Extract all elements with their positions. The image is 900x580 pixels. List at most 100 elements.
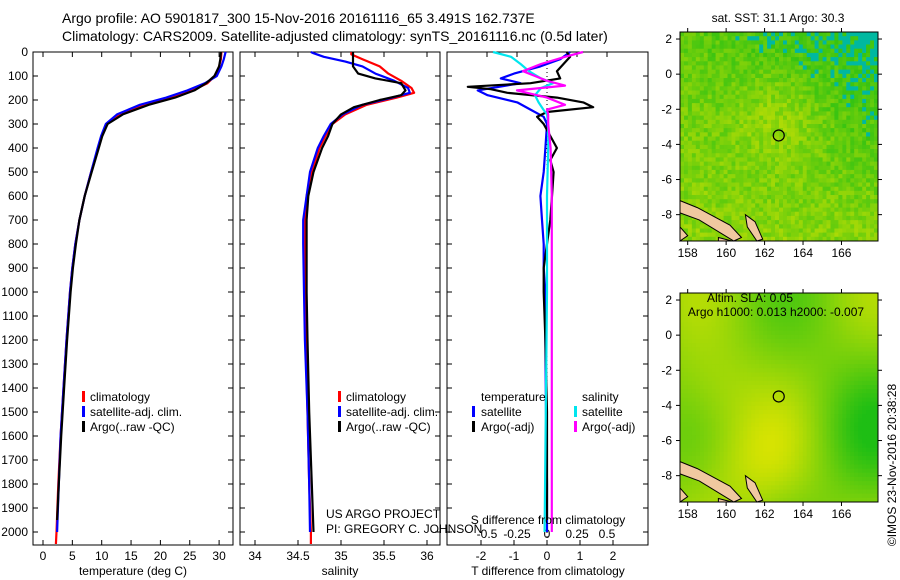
map-cell <box>830 410 835 415</box>
map-cell <box>691 149 697 154</box>
map-cell <box>684 372 689 378</box>
map-cell <box>850 178 855 183</box>
map-cell <box>735 199 740 204</box>
map-cell <box>790 405 796 411</box>
map-cell <box>783 410 788 415</box>
map-cell <box>810 140 816 146</box>
map-cell <box>739 57 744 62</box>
map-cell <box>723 410 729 415</box>
map-cell <box>695 144 701 150</box>
map-cell <box>858 140 863 146</box>
map-cell <box>790 489 796 495</box>
map-cell <box>802 161 808 167</box>
map-cell <box>870 232 875 238</box>
map-cell <box>747 36 752 41</box>
map-cell <box>727 334 732 340</box>
map-cell <box>842 174 847 179</box>
map-cell <box>834 418 839 424</box>
map-cell <box>739 190 744 196</box>
map-cell <box>711 301 717 307</box>
map-cell <box>842 195 847 200</box>
map-cell <box>862 128 867 133</box>
map-cell <box>731 124 736 129</box>
map-cell <box>767 195 772 200</box>
map-cell <box>806 456 812 461</box>
map-cell <box>810 178 816 183</box>
map-cell <box>822 78 828 83</box>
map-cell <box>779 430 784 436</box>
map-cell <box>818 326 824 332</box>
map-cell <box>743 136 748 142</box>
map-cell <box>751 318 756 323</box>
map-cell <box>806 451 812 457</box>
map-cell <box>866 136 871 142</box>
map-cell <box>846 78 851 83</box>
map-cell <box>838 397 843 403</box>
map-cell <box>687 456 693 461</box>
map-cell <box>850 119 855 125</box>
map-cell <box>786 343 792 348</box>
map-cell <box>854 182 859 188</box>
map-cell <box>779 40 784 46</box>
map-cell <box>755 182 760 188</box>
map-cell <box>771 128 776 133</box>
map-cell <box>786 182 792 188</box>
map-cell <box>747 493 752 499</box>
map-cell <box>684 73 689 79</box>
map-cell <box>798 186 804 192</box>
map-cell <box>779 224 784 229</box>
map-cell <box>783 301 788 307</box>
map-cell <box>687 157 693 163</box>
plot-frame <box>32 51 234 546</box>
map-cell <box>818 426 824 432</box>
map-cell <box>806 211 812 217</box>
map-cell <box>723 165 729 171</box>
map-cell <box>715 98 721 104</box>
map-cell <box>794 464 800 470</box>
map-cell <box>703 410 709 415</box>
map-cell <box>751 410 756 415</box>
map-cell <box>735 61 740 66</box>
map-cell <box>767 330 772 336</box>
map-cell <box>739 414 744 419</box>
map-cell <box>862 82 867 87</box>
map-cell <box>850 149 855 154</box>
map-cell <box>775 355 780 361</box>
map-cell <box>830 36 835 41</box>
map-cell <box>680 136 685 142</box>
map-cell <box>711 468 717 474</box>
map-cell <box>790 380 796 386</box>
map-cell <box>810 98 816 104</box>
map-cell <box>854 153 859 158</box>
map-cell <box>786 40 792 46</box>
map-cell <box>707 40 713 46</box>
map-cell <box>822 468 828 474</box>
map-cell <box>743 73 748 79</box>
map-cell <box>786 447 792 453</box>
map-cell <box>818 481 824 486</box>
map-cell <box>715 140 721 146</box>
map-cell <box>870 190 875 196</box>
map-cell <box>755 44 760 50</box>
map-cell <box>711 48 717 54</box>
map-cell <box>850 52 855 58</box>
map-cell <box>680 82 685 87</box>
map-cell <box>767 322 772 327</box>
map-cell <box>699 69 705 75</box>
map-cell <box>771 380 776 386</box>
map-cell <box>699 439 705 444</box>
map-cell <box>802 343 808 348</box>
map-cell <box>814 359 820 365</box>
map-cell <box>727 86 732 91</box>
map-cell <box>691 199 697 204</box>
map-cell <box>699 169 705 175</box>
map-cell <box>739 476 744 482</box>
map-cell <box>850 301 855 307</box>
map-cell <box>719 124 725 129</box>
map-cell <box>798 418 804 424</box>
map-cell <box>779 339 784 344</box>
map-cell <box>699 401 705 407</box>
map-cell <box>794 111 800 117</box>
map-cell <box>858 111 863 117</box>
map-cell <box>767 318 772 323</box>
